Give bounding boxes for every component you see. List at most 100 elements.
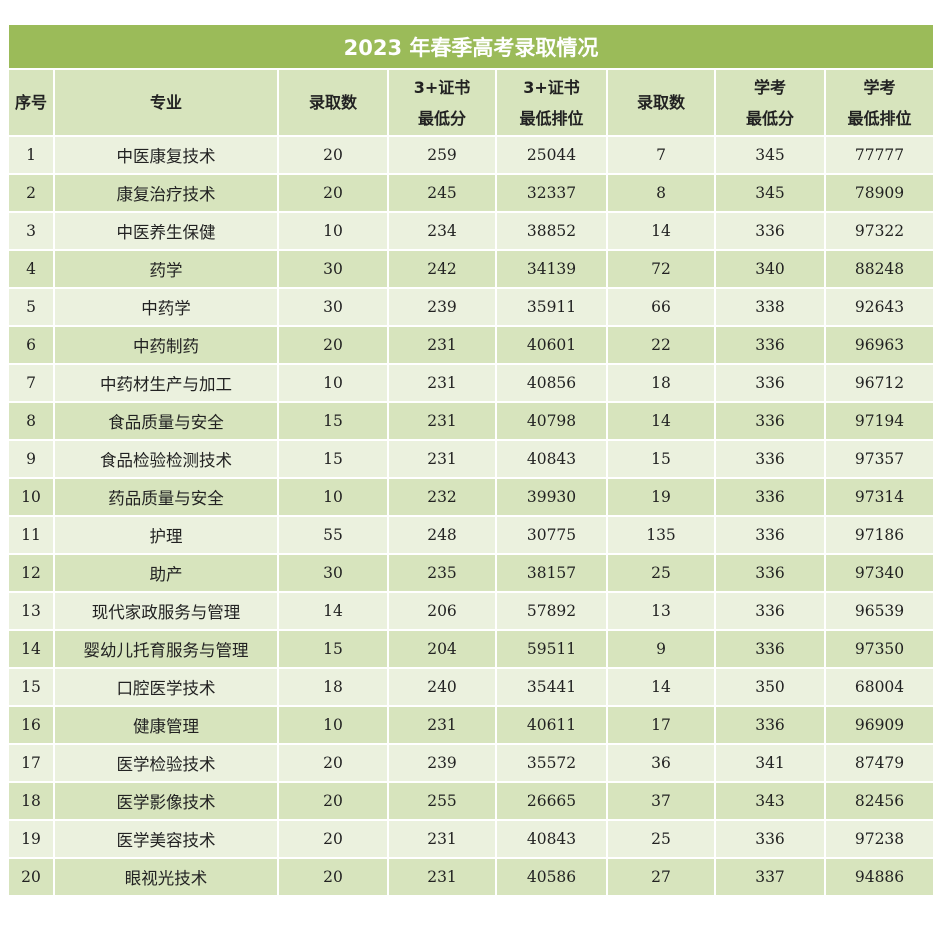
major-cell: 中药制药 xyxy=(53,325,279,365)
index-cell: 18 xyxy=(7,781,55,821)
header-xuekao-min-rank: 学考 最低排位 xyxy=(823,68,936,137)
index-cell: 10 xyxy=(7,477,55,517)
index-cell: 14 xyxy=(7,629,55,669)
admitted-xuekao-cell: 7 xyxy=(606,135,716,175)
min-rank-xuekao-cell: 87479 xyxy=(823,743,936,783)
table-row: 17 医学检验技术 20 239 35572 36 341 87479 xyxy=(7,743,936,783)
min-rank-3plus-cell: 40843 xyxy=(495,819,608,859)
index-cell: 20 xyxy=(7,857,55,897)
admitted-3plus-cell: 14 xyxy=(277,591,389,631)
min-score-xuekao-cell: 336 xyxy=(714,401,826,441)
table-row: 2 康复治疗技术 20 245 32337 8 345 78909 xyxy=(7,173,936,213)
major-cell: 健康管理 xyxy=(53,705,279,745)
index-cell: 2 xyxy=(7,173,55,213)
major-cell: 食品检验检测技术 xyxy=(53,439,279,479)
major-cell: 眼视光技术 xyxy=(53,857,279,897)
header-admitted-xuekao: 录取数 xyxy=(606,68,716,137)
admitted-3plus-cell: 15 xyxy=(277,439,389,479)
admitted-xuekao-cell: 19 xyxy=(606,477,716,517)
min-rank-xuekao-cell: 78909 xyxy=(823,173,936,213)
index-cell: 4 xyxy=(7,249,55,289)
min-rank-3plus-cell: 40586 xyxy=(495,857,608,897)
index-cell: 6 xyxy=(7,325,55,365)
min-score-xuekao-cell: 343 xyxy=(714,781,826,821)
admitted-3plus-cell: 55 xyxy=(277,515,389,555)
major-cell: 现代家政服务与管理 xyxy=(53,591,279,631)
min-score-xuekao-cell: 345 xyxy=(714,173,826,213)
admitted-xuekao-cell: 8 xyxy=(606,173,716,213)
min-score-xuekao-cell: 336 xyxy=(714,363,826,403)
min-score-3plus-cell: 259 xyxy=(387,135,497,175)
index-cell: 3 xyxy=(7,211,55,251)
min-rank-xuekao-cell: 82456 xyxy=(823,781,936,821)
min-rank-xuekao-cell: 96909 xyxy=(823,705,936,745)
admitted-xuekao-cell: 22 xyxy=(606,325,716,365)
header-row: 序号 专业 录取数 3+证书 最低分 3+证书 最低排位 录取数 学考 最低分 学考最… xyxy=(7,68,936,137)
min-rank-3plus-cell: 40843 xyxy=(495,439,608,479)
min-score-3plus-cell: 204 xyxy=(387,629,497,669)
min-rank-3plus-cell: 35911 xyxy=(495,287,608,327)
admitted-3plus-cell: 20 xyxy=(277,819,389,859)
admitted-xuekao-cell: 36 xyxy=(606,743,716,783)
min-rank-xuekao-cell: 94886 xyxy=(823,857,936,897)
major-cell: 中医康复技术 xyxy=(53,135,279,175)
min-rank-xuekao-cell: 97314 xyxy=(823,477,936,517)
index-cell: 13 xyxy=(7,591,55,631)
min-rank-3plus-cell: 30775 xyxy=(495,515,608,555)
admitted-xuekao-cell: 25 xyxy=(606,553,716,593)
header-3plus-min-rank: 3+证书 最低排位 xyxy=(495,68,608,137)
min-score-3plus-cell: 234 xyxy=(387,211,497,251)
table-row: 14 婴幼儿托育服务与管理 15 204 59511 9 336 97350 xyxy=(7,629,936,669)
admitted-3plus-cell: 10 xyxy=(277,211,389,251)
table-row: 18 医学影像技术 20 255 26665 37 343 82456 xyxy=(7,781,936,821)
min-score-3plus-cell: 255 xyxy=(387,781,497,821)
admitted-3plus-cell: 30 xyxy=(277,553,389,593)
min-score-3plus-cell: 235 xyxy=(387,553,497,593)
table-row: 16 健康管理 10 231 40611 17 336 96909 xyxy=(7,705,936,745)
min-score-xuekao-cell: 336 xyxy=(714,477,826,517)
min-score-xuekao-cell: 336 xyxy=(714,629,826,669)
admitted-3plus-cell: 10 xyxy=(277,363,389,403)
min-rank-xuekao-cell: 97350 xyxy=(823,629,936,669)
min-score-xuekao-cell: 337 xyxy=(714,857,826,897)
admitted-3plus-cell: 18 xyxy=(277,667,389,707)
min-score-xuekao-cell: 336 xyxy=(714,705,826,745)
min-rank-3plus-cell: 40601 xyxy=(495,325,608,365)
min-score-3plus-cell: 231 xyxy=(387,363,497,403)
admitted-3plus-cell: 30 xyxy=(277,249,389,289)
index-cell: 7 xyxy=(7,363,55,403)
admitted-3plus-cell: 30 xyxy=(277,287,389,327)
min-score-xuekao-cell: 341 xyxy=(714,743,826,783)
admitted-xuekao-cell: 15 xyxy=(606,439,716,479)
admitted-3plus-cell: 10 xyxy=(277,477,389,517)
index-cell: 11 xyxy=(7,515,55,555)
index-cell: 1 xyxy=(7,135,55,175)
min-rank-3plus-cell: 39930 xyxy=(495,477,608,517)
header-major: 专业 xyxy=(53,68,279,137)
admitted-xuekao-cell: 27 xyxy=(606,857,716,897)
min-rank-3plus-cell: 34139 xyxy=(495,249,608,289)
index-cell: 12 xyxy=(7,553,55,593)
min-rank-3plus-cell: 25044 xyxy=(495,135,608,175)
major-cell: 助产 xyxy=(53,553,279,593)
min-rank-3plus-cell: 40856 xyxy=(495,363,608,403)
min-rank-xuekao-cell: 68004 xyxy=(823,667,936,707)
table-row: 19 医学美容技术 20 231 40843 25 336 97238 xyxy=(7,819,936,859)
min-score-3plus-cell: 232 xyxy=(387,477,497,517)
admitted-xuekao-cell: 14 xyxy=(606,211,716,251)
table-row: 12 助产 30 235 38157 25 336 97340 xyxy=(7,553,936,593)
min-score-xuekao-cell: 336 xyxy=(714,553,826,593)
index-cell: 17 xyxy=(7,743,55,783)
admitted-3plus-cell: 15 xyxy=(277,629,389,669)
min-rank-3plus-cell: 32337 xyxy=(495,173,608,213)
min-rank-xuekao-cell: 96712 xyxy=(823,363,936,403)
min-rank-xuekao-cell: 97357 xyxy=(823,439,936,479)
admitted-xuekao-cell: 13 xyxy=(606,591,716,631)
admission-table-container: 2023 年春季高考录取情况 序号 专业 录取数 3+证书 最低分 3+证书 最低排… xyxy=(6,23,936,897)
min-rank-xuekao-cell: 92643 xyxy=(823,287,936,327)
min-rank-xuekao-cell: 97322 xyxy=(823,211,936,251)
table-row: 4 药学 30 242 34139 72 340 88248 xyxy=(7,249,936,289)
major-cell: 中药材生产与加工 xyxy=(53,363,279,403)
min-score-xuekao-cell: 338 xyxy=(714,287,826,327)
table-row: 6 中药制药 20 231 40601 22 336 96963 xyxy=(7,325,936,365)
